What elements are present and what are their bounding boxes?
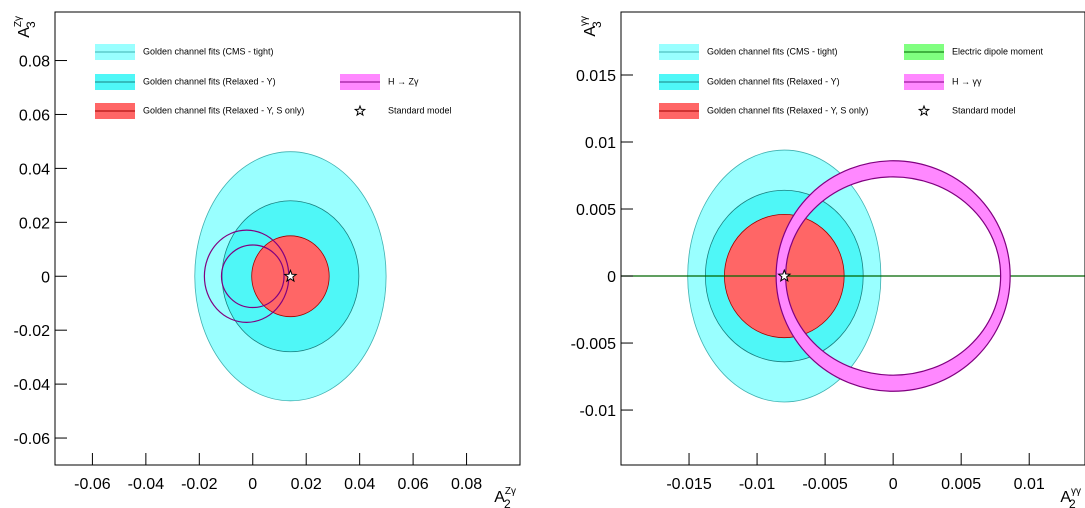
x-tick-label: -0.04: [128, 476, 165, 493]
x-tick-label: 0: [889, 476, 898, 493]
plot-area: [194, 151, 387, 402]
y-tick-label: 0: [607, 269, 616, 286]
legend-label: Standard model: [952, 105, 1016, 115]
y-tick-label: -0.01: [580, 403, 617, 420]
y-tick-label: 0: [41, 269, 50, 286]
legend-label: H → γγ: [952, 76, 982, 86]
xlabel-label: AZγ 2: [494, 486, 516, 508]
y-tick-label: 0.01: [585, 135, 616, 152]
plot-area: [621, 149, 1085, 403]
sm-point: [777, 268, 792, 283]
label-base: A: [1060, 489, 1071, 506]
legend-star: [353, 104, 367, 117]
y-tick-label: 0.06: [19, 107, 50, 124]
y-tick-label: 0.04: [19, 161, 50, 178]
legend-star: [917, 104, 931, 117]
legend-label: Golden channel fits (Relaxed - Υ): [707, 76, 840, 86]
panel: -0.015 -0.01 -0.005 0 0.005 0.01 -0.01 -0.005 0 0…: [571, 11, 1085, 508]
ylabel-label: AZγ3: [13, 16, 38, 38]
legend-label: Golden channel fits (CMS - tight): [707, 46, 838, 56]
y-tick-label: 0.02: [19, 215, 50, 232]
legend-label: Golden channel fits (Relaxed - Υ): [143, 76, 276, 86]
xlabel-label: Aγγ 2: [1060, 486, 1081, 508]
panel: -0.06 -0.04 -0.02 0 0.02 0.04 0.06 0.08 -0.06 -0.…: [13, 11, 521, 508]
x-tick-label: 0.04: [344, 476, 375, 493]
legend-label: Golden channel fits (Relaxed - Υ, S only…: [707, 105, 868, 115]
label-sup: Zγ: [505, 486, 516, 497]
x-tick-label: -0.015: [666, 476, 711, 493]
legend-label: Golden channel fits (CMS - tight): [143, 46, 274, 56]
label-sub: 3: [590, 21, 604, 28]
sm-point: [283, 268, 298, 283]
y-tick-label: -0.02: [14, 323, 51, 340]
plot-frame: [54, 11, 521, 466]
label-base: A: [582, 26, 599, 37]
contour-outline: [220, 244, 285, 309]
x-tick-label: 0.02: [291, 476, 322, 493]
x-tick-label: -0.02: [181, 476, 218, 493]
ring: [775, 159, 1011, 393]
x-tick-label: 0.01: [1014, 476, 1045, 493]
y-tick-label: 0.08: [19, 54, 50, 71]
plot-frame: [620, 11, 1085, 466]
y-tick-label: 0.005: [576, 202, 616, 219]
label-sub: 3: [24, 21, 38, 28]
y-tick-label: -0.005: [571, 336, 616, 353]
x-tick-label: -0.01: [739, 476, 776, 493]
y-tick-label: 0.015: [576, 68, 616, 85]
y-tick-label: -0.06: [14, 431, 51, 448]
legend-label: Electric dipole moment: [952, 46, 1044, 56]
label-sub: 2: [504, 497, 511, 508]
label-sup: γγ: [1071, 486, 1081, 497]
y-tick-label: -0.04: [14, 377, 51, 394]
label-base: A: [494, 489, 505, 506]
legend-label: H → Zγ: [388, 76, 419, 86]
label-sup: γγ: [579, 16, 590, 26]
x-tick-label: 0: [248, 476, 257, 493]
x-tick-label: -0.06: [74, 476, 111, 493]
x-tick-label: 0.005: [941, 476, 981, 493]
x-tick-label: 0.08: [451, 476, 482, 493]
x-tick-label: 0.06: [398, 476, 429, 493]
label-sub: 2: [1069, 497, 1076, 508]
label-sup: Zγ: [13, 16, 24, 27]
label-base: A: [16, 27, 33, 38]
x-tick-label: -0.005: [802, 476, 847, 493]
legend-label: Standard model: [388, 105, 452, 115]
ylabel-label: Aγγ3: [579, 16, 604, 37]
legend-label: Golden channel fits (Relaxed - Υ, S only…: [143, 105, 304, 115]
